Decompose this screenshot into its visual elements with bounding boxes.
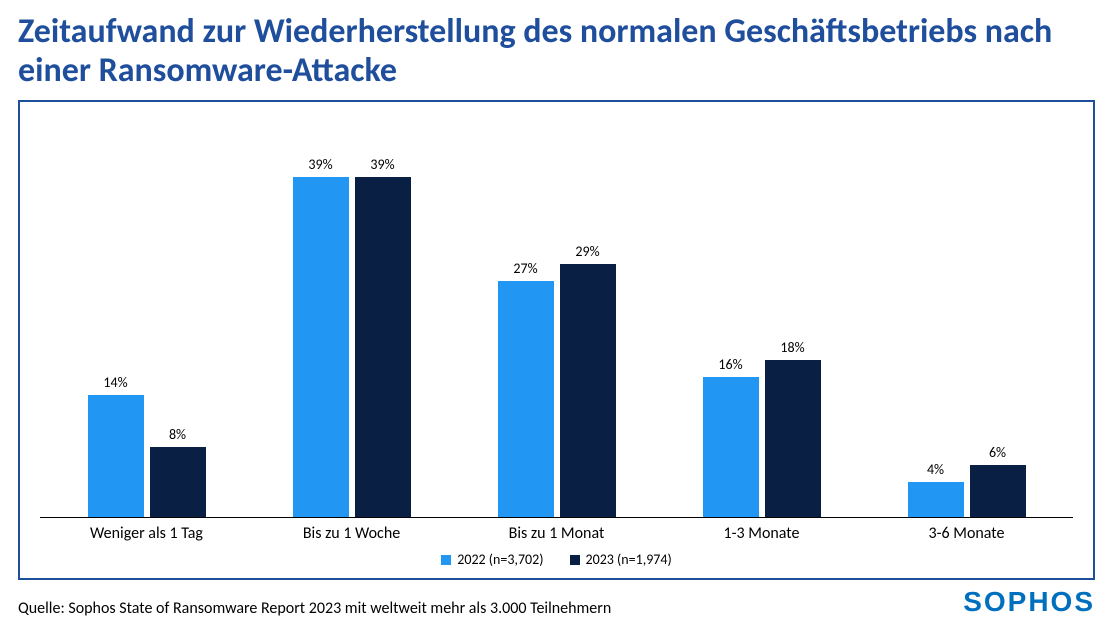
bar-value-label: 6% — [989, 444, 1006, 461]
bar-pair: 4% 6% — [908, 124, 1026, 517]
legend: 2022 (n=3,702) 2023 (n=1,974) — [40, 543, 1073, 568]
bar-pair: 14% 8% — [88, 124, 206, 517]
bar-wrap: 27% — [498, 124, 554, 517]
footer: Quelle: Sophos State of Ransomware Repor… — [18, 586, 1095, 618]
bar-wrap: 16% — [703, 124, 759, 517]
bar-wrap: 18% — [765, 124, 821, 517]
bar — [355, 177, 411, 518]
bar-wrap: 14% — [88, 124, 144, 517]
bar-value-label: 4% — [927, 461, 944, 478]
chart-title: Zeitaufwand zur Wiederherstellung des no… — [18, 12, 1095, 90]
bar-group: 39% 39% — [249, 124, 454, 517]
legend-swatch — [441, 555, 451, 565]
bar-value-label: 8% — [169, 426, 186, 443]
bar — [150, 447, 206, 517]
x-axis-labels: Weniger als 1 TagBis zu 1 WocheBis zu 1 … — [40, 518, 1073, 543]
bar-pair: 39% 39% — [293, 124, 411, 517]
chart-frame: 14% 8% 39% 39% 27% 29% 16% 18% 4% 6% Weniger als … — [18, 100, 1095, 580]
bar-value-label: 16% — [718, 356, 742, 373]
x-axis-label: Bis zu 1 Woche — [249, 524, 454, 543]
bar-wrap: 29% — [560, 124, 616, 517]
legend-label: 2023 (n=1,974) — [586, 551, 672, 568]
bar-group: 4% 6% — [864, 124, 1069, 517]
bar-pair: 16% 18% — [703, 124, 821, 517]
legend-label: 2022 (n=3,702) — [457, 551, 543, 568]
bar — [970, 465, 1026, 517]
plot-area: 14% 8% 39% 39% 27% 29% 16% 18% 4% 6% — [40, 124, 1073, 518]
bar — [88, 395, 144, 517]
bar-wrap: 39% — [293, 124, 349, 517]
bar-value-label: 18% — [780, 339, 804, 356]
legend-item: 2022 (n=3,702) — [441, 551, 543, 568]
bar-value-label: 39% — [370, 156, 394, 173]
bar-wrap: 8% — [150, 124, 206, 517]
bar — [908, 482, 964, 517]
bar-value-label: 14% — [103, 374, 127, 391]
x-axis-label: 1-3 Monate — [659, 524, 864, 543]
legend-swatch — [570, 555, 580, 565]
x-axis-label: Weniger als 1 Tag — [44, 524, 249, 543]
bar-group: 27% 29% — [454, 124, 659, 517]
bar — [560, 264, 616, 517]
bar — [765, 360, 821, 517]
bar-pair: 27% 29% — [498, 124, 616, 517]
bar-value-label: 39% — [308, 156, 332, 173]
bar-group: 14% 8% — [44, 124, 249, 517]
bar — [498, 281, 554, 517]
x-axis-label: Bis zu 1 Monat — [454, 524, 659, 543]
source-text: Quelle: Sophos State of Ransomware Repor… — [18, 599, 611, 618]
legend-item: 2023 (n=1,974) — [570, 551, 672, 568]
bar-value-label: 27% — [513, 260, 537, 277]
bar — [293, 177, 349, 518]
bar-groups: 14% 8% 39% 39% 27% 29% 16% 18% 4% 6% — [40, 124, 1073, 518]
bar — [703, 377, 759, 517]
x-axis-label: 3-6 Monate — [864, 524, 1069, 543]
bar-wrap: 4% — [908, 124, 964, 517]
bar-value-label: 29% — [575, 243, 599, 260]
bar-group: 16% 18% — [659, 124, 864, 517]
bar-wrap: 39% — [355, 124, 411, 517]
sophos-logo: SOPHOS — [963, 586, 1095, 618]
bar-wrap: 6% — [970, 124, 1026, 517]
